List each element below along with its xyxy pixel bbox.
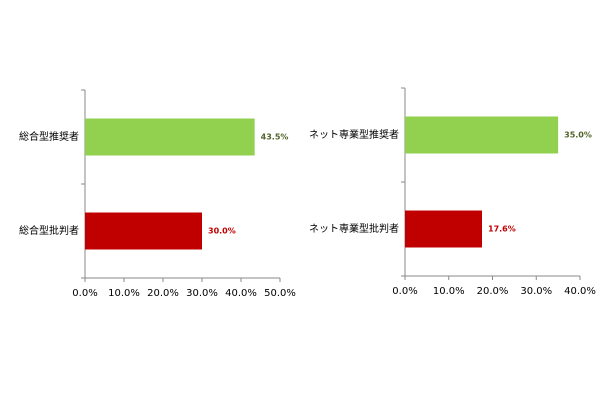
category-label: 総合型批判者 (19, 224, 79, 237)
category-label: 総合型推奨者 (19, 130, 79, 143)
x-tick-label: 40.0% (225, 288, 257, 299)
category-label: ネット専業型推奨者 (309, 128, 399, 141)
value-label: 43.5% (261, 133, 289, 142)
value-label: 35.0% (564, 131, 592, 140)
x-tick-label: 10.0% (433, 286, 465, 297)
x-tick-label: 30.0% (520, 286, 552, 297)
bar (85, 212, 202, 250)
x-tick-label: 10.0% (108, 288, 140, 299)
category-label: ネット専業型批判者 (309, 222, 399, 235)
bar (405, 116, 559, 154)
value-label: 17.6% (488, 225, 516, 234)
x-tick-label: 0.0% (72, 288, 97, 299)
x-tick-label: 0.0% (392, 286, 417, 297)
bar (405, 210, 482, 248)
x-tick-label: 20.0% (477, 286, 509, 297)
x-tick-label: 40.0% (564, 286, 596, 297)
bar (85, 118, 255, 156)
x-tick-label: 50.0% (264, 288, 296, 299)
x-tick-label: 30.0% (186, 288, 218, 299)
x-tick-label: 20.0% (147, 288, 179, 299)
value-label: 30.0% (208, 227, 236, 236)
